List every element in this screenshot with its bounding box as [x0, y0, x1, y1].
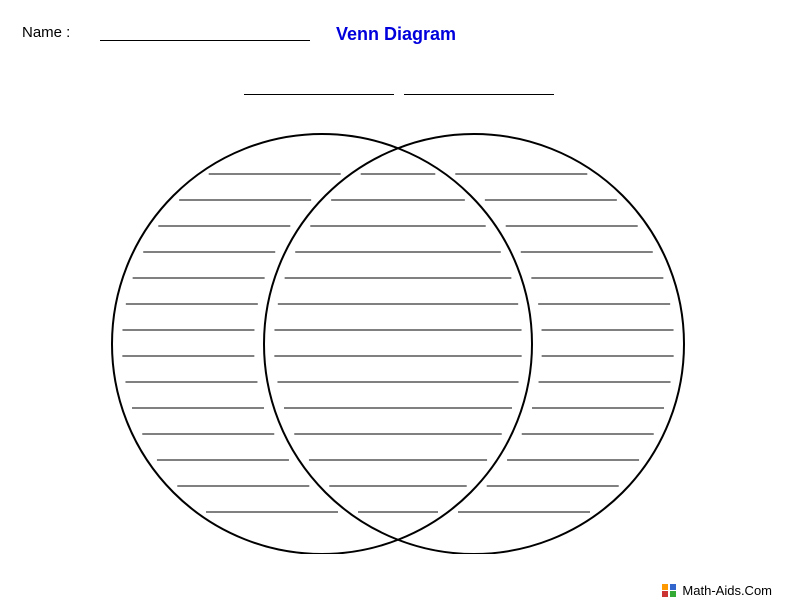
venn-svg [104, 84, 692, 554]
venn-diagram [104, 84, 692, 554]
page-title: Venn Diagram [336, 24, 456, 45]
logo-icon [662, 584, 676, 598]
name-input-line[interactable] [100, 40, 310, 41]
name-label: Name : [22, 24, 70, 41]
footer-attribution: Math-Aids.Com [662, 583, 772, 598]
set-a-label-line[interactable] [244, 94, 394, 95]
set-b-label-line[interactable] [404, 94, 554, 95]
worksheet-header: Name : Venn Diagram [22, 24, 770, 46]
footer-text: Math-Aids.Com [682, 583, 772, 598]
